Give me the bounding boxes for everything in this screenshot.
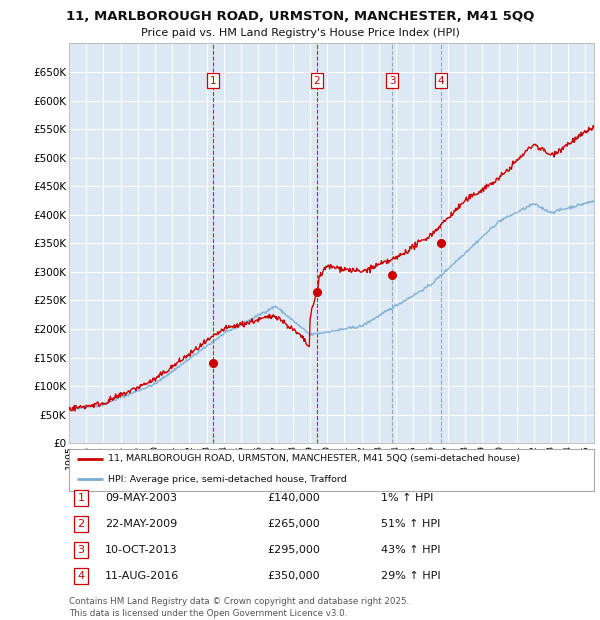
Text: £350,000: £350,000: [267, 571, 320, 581]
Text: 22-MAY-2009: 22-MAY-2009: [105, 519, 177, 529]
Text: 10-OCT-2013: 10-OCT-2013: [105, 545, 178, 555]
Text: £265,000: £265,000: [267, 519, 320, 529]
Text: 3: 3: [77, 545, 85, 555]
Text: 2: 2: [77, 519, 85, 529]
Text: 4: 4: [77, 571, 85, 581]
Text: 4: 4: [437, 76, 444, 86]
Text: 1% ↑ HPI: 1% ↑ HPI: [381, 493, 433, 503]
Text: 09-MAY-2003: 09-MAY-2003: [105, 493, 177, 503]
Text: HPI: Average price, semi-detached house, Trafford: HPI: Average price, semi-detached house,…: [109, 475, 347, 484]
Text: 43% ↑ HPI: 43% ↑ HPI: [381, 545, 440, 555]
Text: 11-AUG-2016: 11-AUG-2016: [105, 571, 179, 581]
Text: 11, MARLBOROUGH ROAD, URMSTON, MANCHESTER, M41 5QQ: 11, MARLBOROUGH ROAD, URMSTON, MANCHESTE…: [66, 10, 534, 23]
Text: Price paid vs. HM Land Registry's House Price Index (HPI): Price paid vs. HM Land Registry's House …: [140, 28, 460, 38]
Text: Contains HM Land Registry data © Crown copyright and database right 2025.
This d: Contains HM Land Registry data © Crown c…: [69, 597, 409, 618]
Text: 51% ↑ HPI: 51% ↑ HPI: [381, 519, 440, 529]
Text: 1: 1: [209, 76, 216, 86]
Text: £295,000: £295,000: [267, 545, 320, 555]
Text: 3: 3: [389, 76, 395, 86]
Text: £140,000: £140,000: [267, 493, 320, 503]
Text: 11, MARLBOROUGH ROAD, URMSTON, MANCHESTER, M41 5QQ (semi-detached house): 11, MARLBOROUGH ROAD, URMSTON, MANCHESTE…: [109, 454, 520, 464]
Text: 1: 1: [77, 493, 85, 503]
Text: 29% ↑ HPI: 29% ↑ HPI: [381, 571, 440, 581]
Text: 2: 2: [313, 76, 320, 86]
